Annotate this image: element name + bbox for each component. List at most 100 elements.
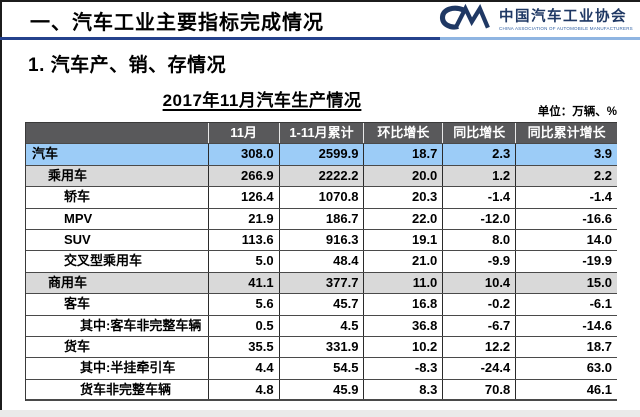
cell-value: -9.9 xyxy=(442,251,515,272)
cell-value: 45.7 xyxy=(278,294,364,315)
table-row: 乘用车 266.9 2222.2 20.0 1.2 2.2 xyxy=(26,165,617,188)
cell-value: 18.7 xyxy=(515,336,617,358)
row-label: 货车 xyxy=(64,338,91,354)
cell-value: 113.6 xyxy=(207,229,279,251)
column-header-mom-growth: 环比增长 xyxy=(363,123,442,144)
row-label: 货车非完整车辆 xyxy=(80,381,172,397)
cell-value: 10.4 xyxy=(442,272,515,294)
header-divider-light xyxy=(440,37,640,40)
cell-value: 14.0 xyxy=(515,229,617,251)
table-row: SUV 113.6 916.3 19.1 8.0 14.0 xyxy=(26,229,617,252)
cell-value: -6.1 xyxy=(515,294,617,315)
cell-value: 11.0 xyxy=(363,272,442,294)
row-label: 客车 xyxy=(64,296,91,312)
row-label: MPV xyxy=(64,210,93,226)
cell-value: 0.5 xyxy=(207,315,279,336)
column-header-category xyxy=(26,123,208,143)
cell-value: 35.5 xyxy=(207,336,279,358)
cell-value: 15.0 xyxy=(515,272,617,294)
cell-value: 21.0 xyxy=(363,251,442,272)
row-label: 汽车 xyxy=(32,146,59,162)
column-header-yoy-growth: 同比增长 xyxy=(442,123,515,144)
cell-value: 5.6 xyxy=(207,294,279,315)
caam-logo: 中国汽车工业协会 CHINA ASSOCIATION OF AUTOMOBILE… xyxy=(437,3,633,36)
cell-value: 916.3 xyxy=(278,229,364,251)
cell-value: -1.4 xyxy=(515,187,617,208)
cell-value: 41.1 xyxy=(207,272,279,294)
table-row: 货车非完整车辆 4.8 45.9 8.3 70.8 46.1 xyxy=(26,379,617,402)
cell-value: 1070.8 xyxy=(278,187,364,208)
table-row: 交叉型乘用车 5.0 48.4 21.0 -9.9 -19.9 xyxy=(26,251,617,273)
cell-value: 308.0 xyxy=(207,144,279,165)
row-label: SUV xyxy=(64,231,91,247)
table-row: 客车 5.6 45.7 16.8 -0.2 -6.1 xyxy=(26,294,617,316)
cell-value: 4.4 xyxy=(207,358,279,379)
cell-value: -12.0 xyxy=(442,208,515,229)
cell-value: 2222.2 xyxy=(278,165,364,187)
cell-value: 5.0 xyxy=(207,251,279,272)
cell-value: 16.8 xyxy=(363,294,442,315)
caam-logo-cn: 中国汽车工业协会 xyxy=(499,8,627,25)
row-label: 交叉型乘用车 xyxy=(64,253,143,269)
cell-value: 21.9 xyxy=(207,208,279,229)
cell-value: 63.0 xyxy=(515,358,617,379)
unit-label: 单位：万辆、% xyxy=(537,106,617,118)
cell-value: -16.6 xyxy=(515,208,617,229)
cell-value: -8.3 xyxy=(363,358,442,379)
cell-value: -0.2 xyxy=(442,294,515,315)
table-row-total: 汽车 308.0 2599.9 18.7 2.3 3.9 xyxy=(26,144,617,166)
slide-top-edge xyxy=(0,0,640,2)
table-row: 其中:客车非完整车辆 0.5 4.5 36.8 -6.7 -14.6 xyxy=(26,315,617,337)
cell-value: -6.7 xyxy=(442,315,515,336)
column-header-month: 11月 xyxy=(207,123,279,144)
cell-value: 8.0 xyxy=(442,229,515,251)
caam-logo-en: CHINA ASSOCIATION OF AUTOMOBILE MANUFACT… xyxy=(499,25,633,31)
cell-value: -19.9 xyxy=(515,251,617,272)
cell-value: 1.2 xyxy=(442,165,515,187)
cell-value: 2.2 xyxy=(515,165,617,187)
cell-value: -24.4 xyxy=(442,358,515,379)
caam-logo-mark-icon xyxy=(437,3,493,36)
cell-value: 12.2 xyxy=(442,336,515,358)
cell-value: 4.5 xyxy=(278,315,364,336)
section-title: 1. 汽车产、销、存情况 xyxy=(28,55,227,76)
table-title: 2017年11月汽车生产情况 xyxy=(162,91,362,110)
cell-value: 8.3 xyxy=(363,379,442,400)
cell-value: 22.0 xyxy=(363,208,442,229)
cell-value: 2599.9 xyxy=(278,144,364,165)
cell-value: 20.3 xyxy=(363,187,442,208)
cell-value: 70.8 xyxy=(442,379,515,400)
cell-value: -1.4 xyxy=(442,187,515,208)
cell-value: 18.7 xyxy=(363,144,442,165)
cell-value: 377.7 xyxy=(278,272,364,294)
table-header-row: 11月 1-11月累计 环比增长 同比增长 同比累计增长 xyxy=(26,123,617,145)
table-row: 轿车 126.4 1070.8 20.3 -1.4 -1.4 xyxy=(26,187,617,209)
slide-left-edge xyxy=(0,0,2,412)
cell-value: 4.8 xyxy=(207,379,279,400)
column-header-yoy-ytd-growth: 同比累计增长 xyxy=(515,123,617,144)
header-divider-dark xyxy=(0,37,440,40)
cell-value: 2.3 xyxy=(442,144,515,165)
table-row: 其中:半挂牵引车 4.4 54.5 -8.3 -24.4 63.0 xyxy=(26,358,617,380)
row-label: 其中:半挂牵引车 xyxy=(80,360,176,376)
table-row: 商用车 41.1 377.7 11.0 10.4 15.0 xyxy=(26,272,617,295)
caam-logo-text: 中国汽车工业协会 CHINA ASSOCIATION OF AUTOMOBILE… xyxy=(499,9,633,32)
row-label: 商用车 xyxy=(48,274,88,290)
cell-value: 126.4 xyxy=(207,187,279,208)
cell-value: 46.1 xyxy=(515,379,617,400)
row-label: 乘用车 xyxy=(48,167,88,183)
cell-value: 10.2 xyxy=(363,336,442,358)
page-title: 一、汽车工业主要指标完成情况 xyxy=(30,12,324,34)
row-label: 轿车 xyxy=(64,189,91,205)
cell-value: 20.0 xyxy=(363,165,442,187)
cell-value: 48.4 xyxy=(278,251,364,272)
row-label: 其中:客车非完整车辆 xyxy=(80,317,202,333)
slide-bottom-margin xyxy=(0,410,640,417)
cell-value: 331.9 xyxy=(278,336,364,358)
column-header-ytd: 1-11月累计 xyxy=(278,123,364,144)
table-row: 货车 35.5 331.9 10.2 12.2 18.7 xyxy=(26,336,617,359)
cell-value: 36.8 xyxy=(363,315,442,336)
cell-value: 3.9 xyxy=(515,144,617,165)
cell-value: 54.5 xyxy=(278,358,364,379)
production-table: 11月 1-11月累计 环比增长 同比增长 同比累计增长 汽车 308.0 25… xyxy=(25,122,617,402)
